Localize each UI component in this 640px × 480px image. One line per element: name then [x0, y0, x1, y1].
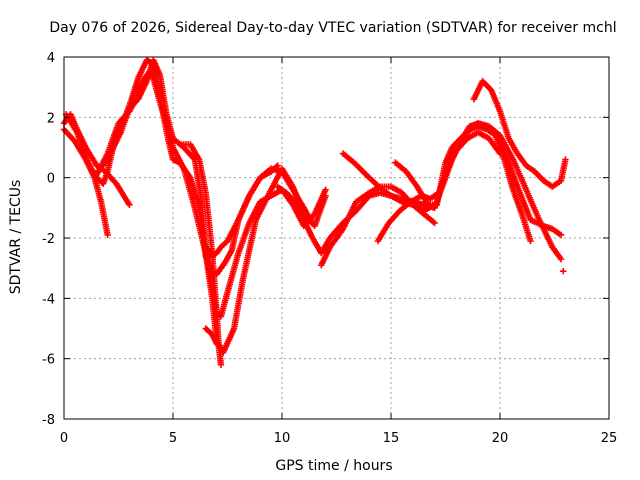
data-point [307, 216, 314, 224]
y-tick-label: 0 [47, 172, 55, 187]
x-tick-label: 20 [492, 431, 509, 446]
series-track-17 [560, 267, 567, 275]
data-point [322, 186, 329, 193]
y-tick-label: -4 [42, 292, 55, 307]
y-axis-label: SDTVAR / TECUs [8, 180, 24, 295]
data-point [104, 231, 111, 239]
y-tick-label: -2 [42, 232, 55, 247]
series-track-15 [444, 120, 565, 263]
data-point [126, 201, 133, 209]
y-tick-label: 4 [47, 51, 55, 66]
x-tick-label: 10 [274, 431, 291, 446]
x-tick-label: 15 [383, 431, 400, 446]
series-track-8 [202, 325, 227, 353]
y-tick-label: -8 [42, 413, 55, 428]
data-point [562, 156, 569, 163]
series-track-7 [178, 141, 225, 368]
x-axis-label: GPS time / hours [275, 458, 392, 474]
data-point [322, 192, 329, 199]
series-track-5 [100, 56, 281, 278]
y-tick-label: 2 [47, 111, 55, 126]
series-track-16 [470, 77, 569, 190]
y-tick-label: -6 [42, 353, 55, 368]
grid-lines [64, 57, 609, 419]
data-point [217, 361, 225, 368]
data-point [557, 255, 565, 263]
chart-title: Day 076 of 2026, Sidereal Day-to-day VTE… [49, 20, 616, 36]
axis-ticks: -8 -6 -4 -2 0 2 4 0 5 10 15 20 25 [42, 51, 617, 446]
data-point [431, 219, 438, 227]
data-points [60, 56, 569, 368]
x-tick-label: 0 [60, 431, 68, 446]
data-point [557, 231, 565, 239]
x-tick-label: 5 [169, 431, 177, 446]
x-tick-label: 25 [601, 431, 618, 446]
data-point [560, 267, 567, 275]
data-point [527, 237, 534, 245]
data-point [219, 346, 227, 353]
data-point [218, 345, 226, 352]
